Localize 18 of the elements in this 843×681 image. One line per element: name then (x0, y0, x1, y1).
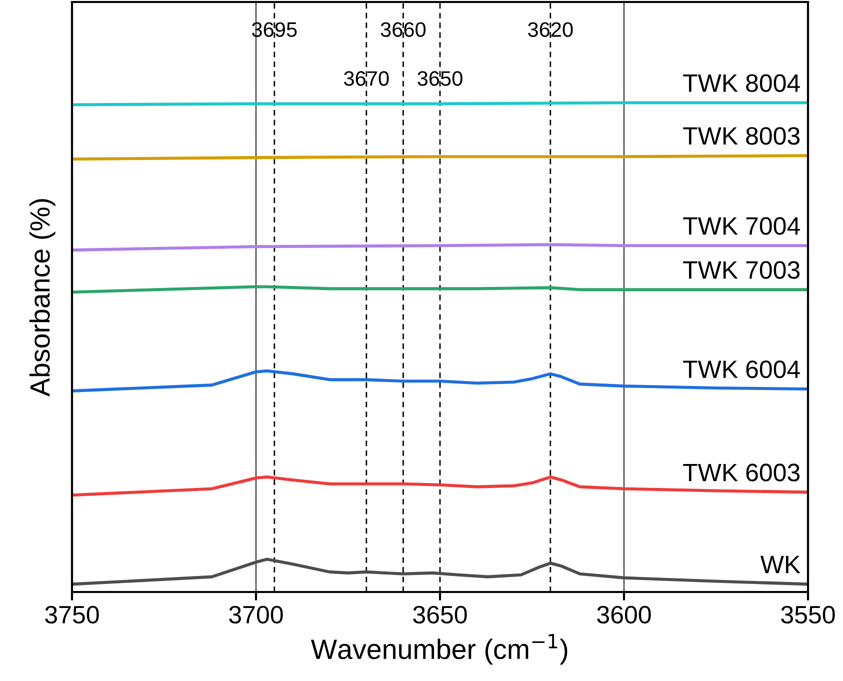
series-label: TWK 8003 (683, 127, 800, 145)
x-tick-label: 3750 (45, 606, 99, 624)
series-label: WK (760, 556, 800, 574)
x-tick-label: 3700 (229, 606, 283, 624)
x-tick-label: 3550 (781, 606, 835, 624)
x-tick-label: 3650 (413, 606, 467, 624)
series-label: TWK 6003 (683, 464, 800, 482)
x-axis-title: Wavenumber (cm$^{−1}$) (310, 634, 568, 665)
ref-line-label: 3670 (344, 71, 389, 86)
x-tick-label: 3600 (597, 606, 651, 624)
series-label: TWK 6004 (683, 360, 800, 378)
series-label: TWK 7004 (683, 217, 800, 235)
series-label: TWK 8004 (683, 74, 800, 92)
y-axis-title: Absorbance (%) (29, 199, 56, 397)
ref-line-label: 3620 (528, 22, 573, 37)
series-label: TWK 7003 (683, 261, 800, 279)
ref-line-label: 3650 (418, 71, 462, 86)
ref-line-label: 3660 (380, 22, 426, 37)
